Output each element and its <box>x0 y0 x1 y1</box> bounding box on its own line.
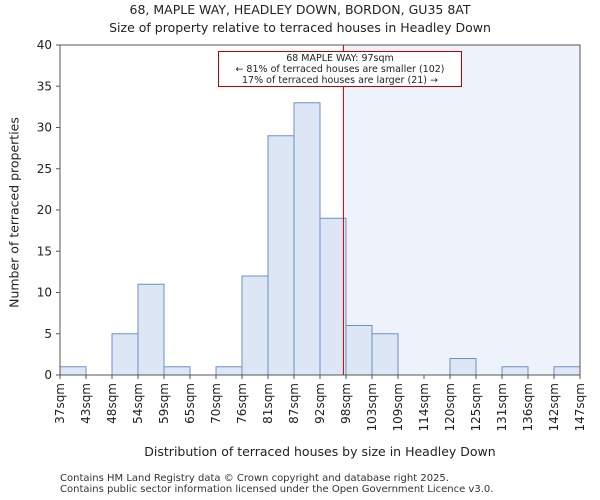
x-tick-label: 131sqm <box>495 383 509 431</box>
y-tick-label: 10 <box>37 286 52 300</box>
y-tick-label: 25 <box>37 162 52 176</box>
x-tick-label: 98sqm <box>339 383 353 424</box>
x-tick-label: 65sqm <box>183 383 197 424</box>
y-tick-label: 40 <box>37 38 52 52</box>
x-tick-label: 125sqm <box>469 383 483 431</box>
y-tick-label: 5 <box>44 327 52 341</box>
property-annotation-box: 68 MAPLE WAY: 97sqm ← 81% of terraced ho… <box>218 51 462 87</box>
annotation-line-3: 17% of terraced houses are larger (21) → <box>242 75 438 86</box>
x-tick-label: 54sqm <box>131 383 145 424</box>
x-tick-label: 142sqm <box>547 383 561 431</box>
histogram-bar <box>137 283 165 376</box>
histogram-bar <box>163 366 191 376</box>
x-tick-label: 92sqm <box>313 383 327 424</box>
x-tick-label: 81sqm <box>261 383 275 424</box>
histogram-bar <box>59 366 87 376</box>
histogram-bar <box>553 366 581 376</box>
histogram-bar <box>345 325 373 376</box>
y-tick-label: 30 <box>37 121 52 135</box>
chart-title-address: 68, MAPLE WAY, HEADLEY DOWN, BORDON, GU3… <box>129 2 471 17</box>
x-tick-label: 147sqm <box>573 383 587 431</box>
x-tick-label: 37sqm <box>53 383 67 424</box>
footer-copyright: Contains HM Land Registry data © Crown c… <box>60 473 449 484</box>
histogram-bar <box>111 333 139 376</box>
histogram-bar <box>267 135 295 376</box>
x-tick-label: 87sqm <box>287 383 301 424</box>
x-tick-label: 103sqm <box>365 383 379 431</box>
histogram-bar <box>241 275 269 376</box>
x-tick-label: 114sqm <box>417 383 431 431</box>
annotation-line-2: ← 81% of terraced houses are smaller (10… <box>235 64 445 75</box>
histogram-bar <box>501 366 529 376</box>
chart-title: Size of property relative to terraced ho… <box>109 20 491 35</box>
histogram-bar <box>215 366 243 376</box>
x-tick-label: 120sqm <box>443 383 457 431</box>
x-tick-label: 136sqm <box>521 383 535 431</box>
y-tick-label: 35 <box>37 79 52 93</box>
larger-region-shade <box>343 45 580 375</box>
x-tick-label: 59sqm <box>157 383 171 424</box>
x-tick-label: 109sqm <box>391 383 405 431</box>
x-axis-label: Distribution of terraced houses by size … <box>144 444 496 459</box>
histogram-bar <box>371 333 399 376</box>
histogram-bar <box>319 217 347 376</box>
footer-licence: Contains public sector information licen… <box>60 484 494 495</box>
x-tick-label: 48sqm <box>105 383 119 424</box>
x-tick-label: 76sqm <box>235 383 249 424</box>
x-tick-label: 43sqm <box>79 383 93 424</box>
y-tick-label: 15 <box>37 244 52 258</box>
histogram-bar <box>449 358 477 376</box>
y-axis-label: Number of terraced properties <box>6 117 22 308</box>
histogram-bar <box>293 102 321 376</box>
x-tick-label: 70sqm <box>209 383 223 424</box>
y-tick-label: 0 <box>44 368 52 382</box>
annotation-line-1: 68 MAPLE WAY: 97sqm <box>286 53 394 64</box>
y-tick-label: 20 <box>37 203 52 217</box>
